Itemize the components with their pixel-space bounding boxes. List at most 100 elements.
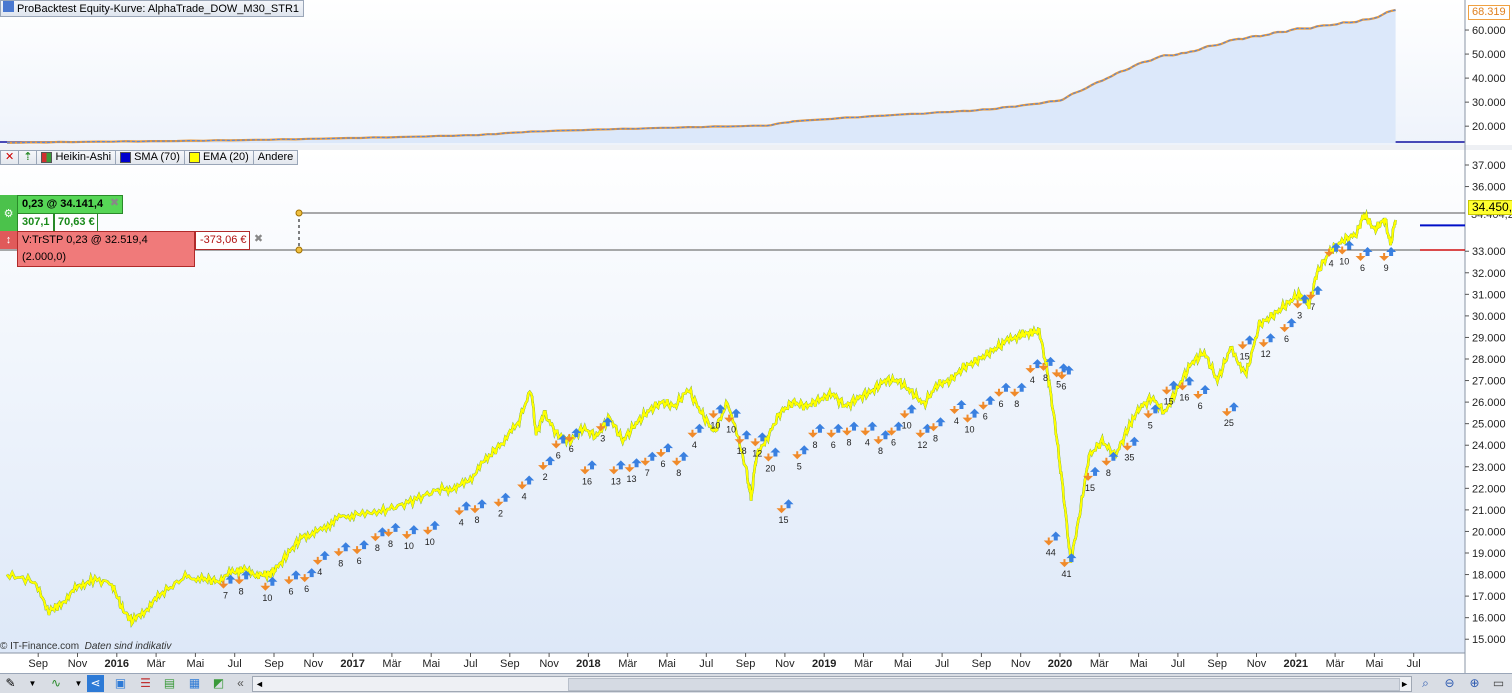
buy-arrow-icon bbox=[615, 460, 626, 470]
list-icon[interactable]: ☰ bbox=[140, 676, 151, 690]
buy-arrow-icon bbox=[799, 445, 810, 455]
sell-arrow-icon bbox=[1038, 362, 1049, 371]
price-y-tick-label: 21.000 bbox=[1472, 505, 1506, 517]
x-tick-label: Mär bbox=[854, 658, 873, 670]
x-tick-label: Jul bbox=[1171, 658, 1185, 670]
sell-arrow-icon bbox=[1258, 339, 1269, 348]
ruler-icon[interactable]: ▭ bbox=[1492, 676, 1505, 690]
trade-count-label: 13 bbox=[627, 474, 637, 484]
sell-arrow-icon bbox=[580, 466, 591, 475]
buy-arrow-icon bbox=[1045, 356, 1056, 366]
trade-count-label: 6 bbox=[569, 444, 574, 454]
trade-count-label: 6 bbox=[1061, 382, 1066, 392]
buy-arrow-icon bbox=[741, 430, 752, 440]
stop-label[interactable]: V:TrSTP 0,23 @ 32.519,4 (2.000,0) bbox=[17, 231, 195, 267]
window-icon[interactable]: ▦ bbox=[188, 676, 201, 690]
x-tick-label: Sep bbox=[264, 658, 284, 670]
price-y-tick-label: 22.000 bbox=[1472, 483, 1506, 495]
zoom-reset-icon[interactable]: ⌕ bbox=[1422, 676, 1429, 690]
trade-count-label: 6 bbox=[556, 451, 561, 461]
buy-arrow-icon bbox=[1016, 382, 1027, 392]
x-tick-label: Jul bbox=[935, 658, 949, 670]
close-panel-button[interactable]: ✕ bbox=[0, 150, 20, 165]
sell-arrow-icon bbox=[401, 531, 412, 540]
legend-ema[interactable]: EMA (20) bbox=[183, 150, 254, 165]
trade-count-label: 8 bbox=[676, 468, 681, 478]
sell-arrow-icon bbox=[915, 429, 926, 438]
buy-arrow-icon bbox=[783, 499, 794, 509]
legend-sma[interactable]: SMA (70) bbox=[115, 150, 185, 165]
trade-count-label: 16 bbox=[1179, 392, 1189, 402]
buy-arrow-icon bbox=[602, 417, 613, 427]
sell-arrow-icon bbox=[218, 580, 229, 589]
sell-arrow-icon bbox=[1122, 442, 1133, 451]
dropdown-icon[interactable]: ▼ bbox=[28, 679, 37, 688]
zoom-in-icon[interactable]: ⊕ bbox=[1469, 676, 1480, 690]
indicator-legend: ✕ ⇡ Heikin-Ashi SMA (70) EMA (20) Andere bbox=[0, 150, 299, 165]
trade-count-label: 6 bbox=[891, 438, 896, 448]
indicator-icon[interactable]: ∿ bbox=[50, 676, 62, 690]
sell-arrow-icon bbox=[1083, 472, 1094, 481]
buy-arrow-icon bbox=[359, 540, 370, 550]
bars-icon[interactable]: ▤ bbox=[163, 676, 176, 690]
scroll-right-button[interactable]: ► bbox=[1400, 679, 1409, 689]
sell-arrow-icon bbox=[826, 429, 837, 438]
sell-arrow-icon bbox=[873, 436, 884, 445]
equity-y-tick-label: 50.000 bbox=[1472, 49, 1506, 61]
legend-other[interactable]: Andere bbox=[252, 150, 299, 165]
trade-count-label: 8 bbox=[388, 539, 393, 549]
trade-count-label: 41 bbox=[1061, 569, 1071, 579]
x-tick-label: Mai bbox=[187, 658, 205, 670]
expand-panel-button[interactable]: ⇡ bbox=[18, 150, 38, 165]
price-y-tick-label: 29.000 bbox=[1472, 332, 1506, 344]
price-y-tick-label: 18.000 bbox=[1472, 570, 1506, 582]
sell-arrow-icon bbox=[1193, 390, 1204, 399]
entry-handle bbox=[295, 209, 303, 217]
panel-separator bbox=[0, 145, 1512, 150]
legend-heikin-ashi[interactable]: Heikin-Ashi bbox=[36, 150, 117, 165]
buy-arrow-icon bbox=[1129, 436, 1140, 446]
scrollbar-thumb[interactable] bbox=[568, 678, 1400, 691]
sell-arrow-icon bbox=[283, 576, 294, 585]
trade-count-label: 15 bbox=[1164, 397, 1174, 407]
entry-label[interactable]: 0,23 @ 34.141,4 bbox=[17, 195, 123, 214]
x-tick-label: Sep bbox=[972, 658, 992, 670]
buy-arrow-icon bbox=[340, 542, 351, 552]
x-tick-label: Mai bbox=[1366, 658, 1384, 670]
position-icon[interactable]: ⚙ bbox=[0, 195, 17, 233]
chart-icon[interactable]: ◩ bbox=[212, 676, 225, 690]
sell-arrow-icon bbox=[422, 526, 433, 535]
trade-count-label: 6 bbox=[357, 556, 362, 566]
entry-close-button[interactable]: ✖ bbox=[109, 197, 120, 209]
scroll-left-button[interactable]: ◄ bbox=[255, 679, 264, 689]
trade-count-label: 4 bbox=[1329, 259, 1334, 269]
sell-arrow-icon bbox=[860, 427, 871, 436]
dropdown-icon[interactable]: ▼ bbox=[74, 679, 83, 688]
trade-count-label: 10 bbox=[902, 420, 912, 430]
buy-arrow-icon bbox=[893, 421, 904, 431]
pencil-icon[interactable]: ✎ bbox=[5, 676, 16, 690]
sell-arrow-icon bbox=[595, 423, 606, 432]
trade-count-label: 4 bbox=[317, 567, 322, 577]
buy-arrow-icon bbox=[1286, 318, 1297, 328]
scrollbar-track[interactable]: ◄ ► bbox=[252, 676, 1412, 692]
trade-count-label: 15 bbox=[1240, 351, 1250, 361]
ema-swatch bbox=[188, 152, 200, 163]
sell-arrow-icon bbox=[708, 410, 719, 419]
share-icon[interactable]: ⋖ bbox=[87, 675, 104, 692]
buy-arrow-icon bbox=[647, 451, 658, 461]
stop-close-button[interactable]: ✖ bbox=[253, 233, 264, 245]
zoom-out-icon[interactable]: ⊖ bbox=[1444, 676, 1455, 690]
trade-count-label: 8 bbox=[1106, 468, 1111, 478]
stop-icon[interactable]: ↕ bbox=[0, 231, 17, 249]
chat-icon[interactable]: ▣ bbox=[114, 676, 127, 690]
trade-count-label: 10 bbox=[425, 537, 435, 547]
sell-arrow-icon bbox=[234, 576, 245, 585]
collapse-icon[interactable]: « bbox=[237, 676, 244, 690]
sell-arrow-icon bbox=[687, 429, 698, 438]
x-tick-label: Jul bbox=[699, 658, 713, 670]
x-tick-label: Mai bbox=[1130, 658, 1148, 670]
buy-arrow-icon bbox=[833, 423, 844, 433]
sell-arrow-icon bbox=[928, 423, 939, 432]
sell-arrow-icon bbox=[993, 388, 1004, 397]
